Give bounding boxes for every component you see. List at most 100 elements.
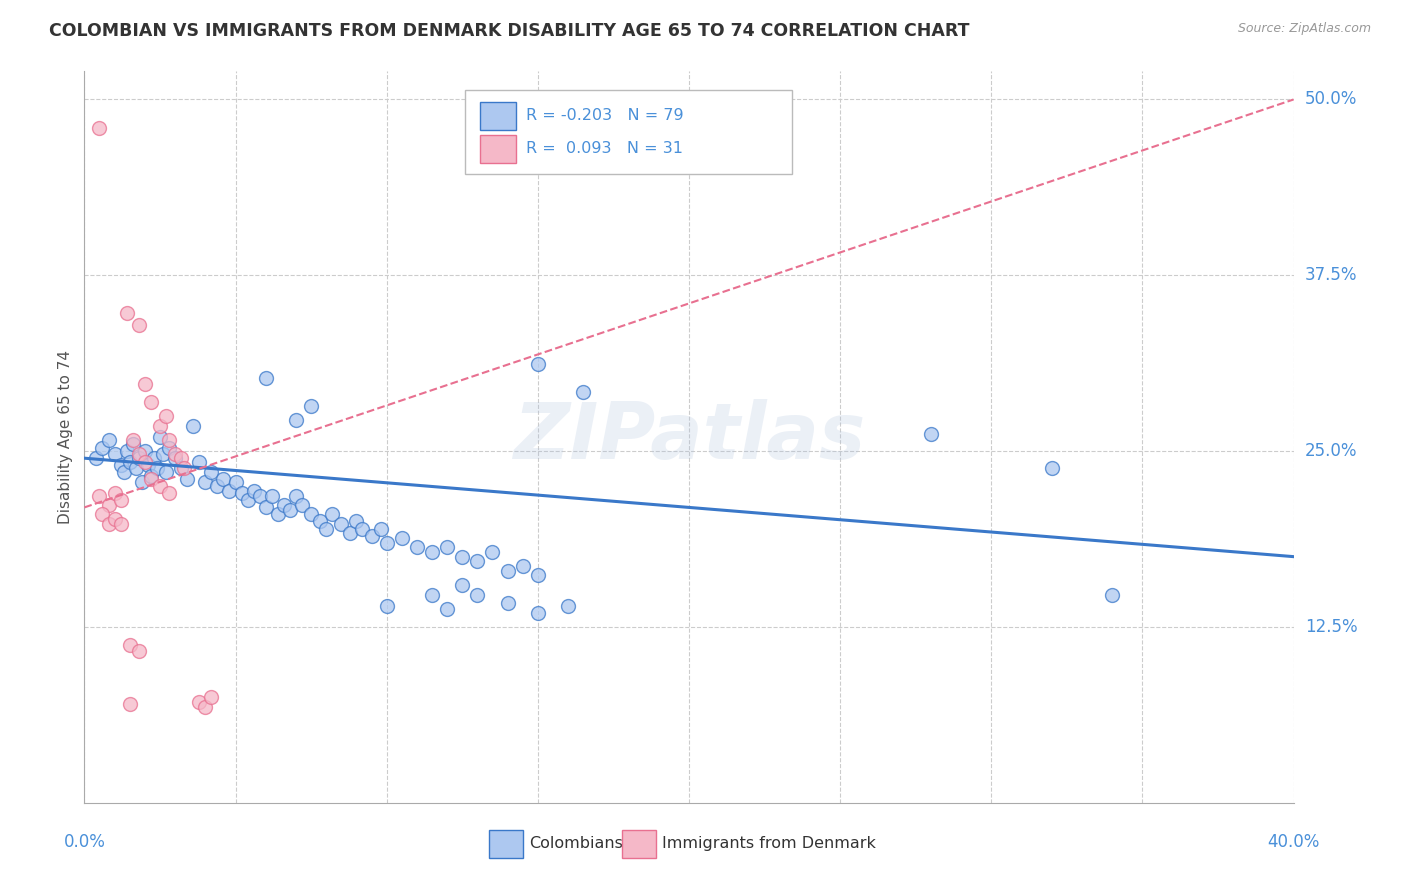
Point: [118, 638, 141, 652]
Point: [131, 475, 153, 489]
Point: [512, 559, 534, 574]
Point: [527, 357, 550, 371]
Text: 37.5%: 37.5%: [1305, 267, 1357, 285]
Point: [254, 500, 277, 515]
Point: [451, 549, 474, 564]
Point: [194, 475, 217, 489]
Point: [115, 444, 138, 458]
Point: [188, 694, 211, 708]
Text: 0.0%: 0.0%: [63, 833, 105, 851]
Point: [139, 469, 162, 483]
Point: [89, 120, 111, 135]
Point: [149, 418, 172, 433]
Point: [496, 564, 519, 578]
Point: [496, 596, 519, 610]
Point: [481, 545, 503, 559]
Point: [242, 483, 264, 498]
Point: [360, 528, 382, 542]
Point: [391, 532, 413, 546]
Point: [194, 700, 217, 714]
Text: Colombians: Colombians: [529, 837, 623, 851]
Point: [139, 472, 162, 486]
Point: [104, 511, 127, 525]
Point: [1040, 461, 1063, 475]
Point: [157, 433, 180, 447]
Point: [451, 578, 474, 592]
Point: [104, 486, 127, 500]
Point: [212, 472, 235, 486]
Text: 40.0%: 40.0%: [1267, 833, 1320, 851]
Point: [236, 493, 259, 508]
Point: [104, 447, 127, 461]
Text: 25.0%: 25.0%: [1305, 442, 1357, 460]
Point: [170, 461, 193, 475]
Point: [157, 442, 180, 456]
Point: [97, 433, 120, 447]
Point: [315, 521, 337, 535]
Point: [134, 455, 156, 469]
Point: [467, 554, 489, 568]
Point: [920, 427, 942, 442]
Point: [89, 489, 111, 503]
Point: [299, 399, 322, 413]
Point: [155, 465, 177, 479]
Point: [128, 644, 150, 658]
Point: [1101, 588, 1123, 602]
Text: Source: ZipAtlas.com: Source: ZipAtlas.com: [1237, 22, 1371, 36]
Point: [267, 508, 290, 522]
Point: [285, 489, 308, 503]
Point: [134, 444, 156, 458]
Point: [375, 599, 398, 613]
Point: [173, 461, 195, 475]
Point: [91, 508, 114, 522]
Point: [225, 475, 247, 489]
Point: [352, 521, 374, 535]
Point: [128, 451, 150, 466]
Point: [207, 479, 229, 493]
FancyBboxPatch shape: [623, 830, 657, 858]
Point: [155, 409, 177, 423]
Point: [176, 472, 198, 486]
Point: [339, 525, 361, 540]
Point: [321, 508, 343, 522]
FancyBboxPatch shape: [489, 830, 523, 858]
Text: 50.0%: 50.0%: [1305, 90, 1357, 109]
Point: [110, 517, 132, 532]
Point: [139, 395, 162, 409]
Point: [134, 376, 156, 391]
Point: [346, 515, 368, 529]
Point: [436, 601, 458, 615]
Point: [136, 458, 159, 473]
Point: [170, 451, 193, 466]
Point: [249, 489, 271, 503]
Point: [128, 447, 150, 461]
Y-axis label: Disability Age 65 to 74: Disability Age 65 to 74: [58, 350, 73, 524]
Point: [260, 489, 283, 503]
Point: [149, 430, 172, 444]
Point: [420, 588, 443, 602]
Point: [118, 698, 141, 712]
Point: [91, 442, 114, 456]
Point: [188, 455, 211, 469]
Point: [157, 486, 180, 500]
Point: [330, 517, 353, 532]
Point: [370, 521, 392, 535]
Point: [146, 461, 169, 475]
Text: 12.5%: 12.5%: [1305, 618, 1357, 636]
FancyBboxPatch shape: [479, 102, 516, 130]
Text: R = -0.203   N = 79: R = -0.203 N = 79: [526, 109, 683, 123]
Point: [231, 486, 253, 500]
Point: [115, 306, 138, 320]
Point: [149, 479, 172, 493]
Point: [406, 540, 429, 554]
Point: [527, 606, 550, 620]
Point: [165, 447, 187, 461]
Point: [97, 517, 120, 532]
FancyBboxPatch shape: [479, 135, 516, 163]
Point: [152, 447, 174, 461]
Point: [254, 371, 277, 385]
Point: [436, 540, 458, 554]
Text: Immigrants from Denmark: Immigrants from Denmark: [662, 837, 876, 851]
Text: ZIPatlas: ZIPatlas: [513, 399, 865, 475]
Point: [218, 483, 240, 498]
